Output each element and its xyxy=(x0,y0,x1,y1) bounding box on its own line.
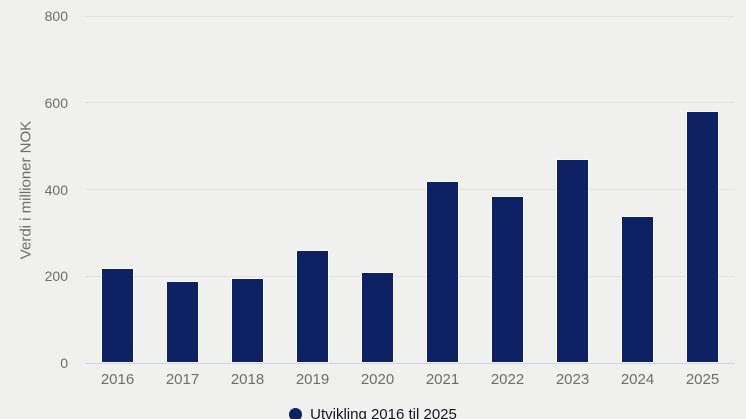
bar-2018 xyxy=(231,278,264,363)
x-axis-zero-line xyxy=(85,362,735,364)
legend-item[interactable]: Utvikling 2016 til 2025 xyxy=(289,406,457,419)
y-tick-label-800: 800 xyxy=(44,8,68,24)
gridline-800 xyxy=(85,15,735,17)
bar-2016 xyxy=(101,267,134,363)
bar-2024 xyxy=(621,215,654,363)
bar-2020 xyxy=(361,271,394,363)
x-tick-label-2021: 2021 xyxy=(425,371,460,388)
x-tick-label-2016: 2016 xyxy=(100,371,135,388)
x-tick-label-2025: 2025 xyxy=(685,371,720,388)
x-tick-label-2020: 2020 xyxy=(360,371,395,388)
x-tick-label-2019: 2019 xyxy=(295,371,330,388)
y-tick-label-0: 0 xyxy=(60,355,68,371)
gridline-400 xyxy=(85,189,735,190)
plot-area xyxy=(85,15,735,364)
y-tick-label-600: 600 xyxy=(44,94,68,111)
bar-2025 xyxy=(686,111,719,363)
legend-label: Utvikling 2016 til 2025 xyxy=(310,406,457,419)
x-tick-label-2022: 2022 xyxy=(490,371,525,388)
y-tick-label-200: 200 xyxy=(44,268,68,285)
x-tick-label-2018: 2018 xyxy=(230,371,265,388)
legend: Utvikling 2016 til 2025 xyxy=(0,406,746,419)
bar-2021 xyxy=(426,180,459,363)
legend-marker-circle xyxy=(289,408,303,419)
gridline-600 xyxy=(85,102,735,104)
x-tick-label-2023: 2023 xyxy=(555,371,590,388)
bar-2023 xyxy=(556,159,589,363)
gridline-200 xyxy=(85,275,735,277)
y-tick-label-400: 400 xyxy=(44,181,68,198)
bar-2022 xyxy=(491,196,524,363)
bar-2019 xyxy=(296,250,329,363)
bar-2017 xyxy=(166,280,199,363)
x-tick-label-2024: 2024 xyxy=(620,371,655,388)
x-tick-label-2017: 2017 xyxy=(165,371,200,388)
